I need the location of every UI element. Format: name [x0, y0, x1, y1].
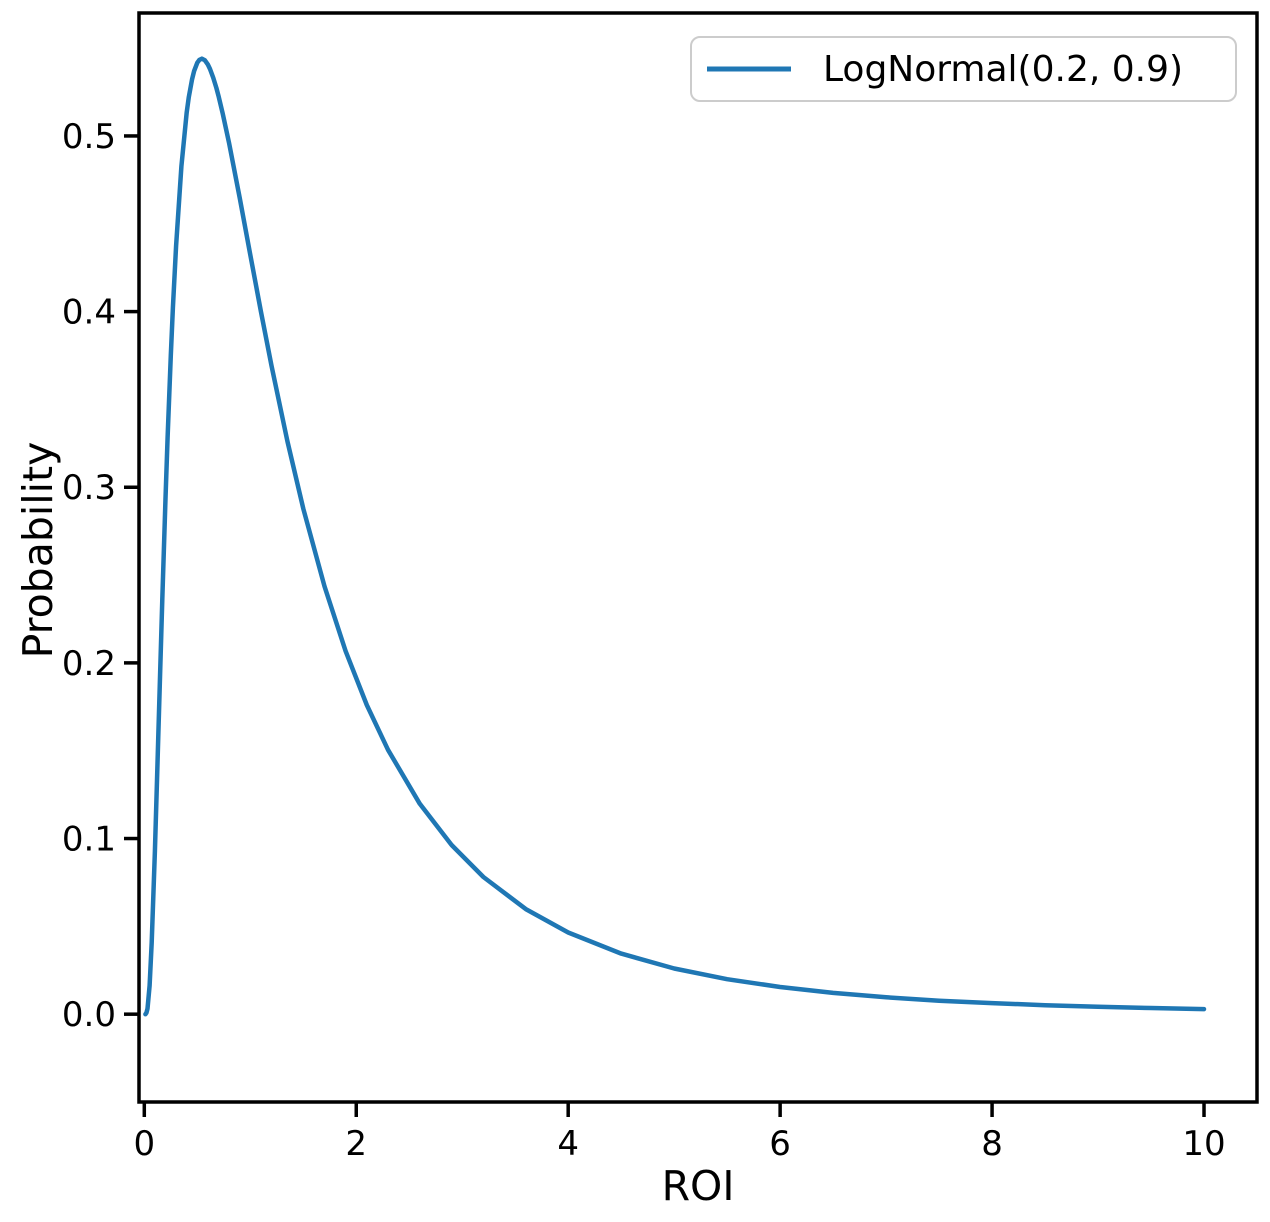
- y-tick-label: 0.2: [62, 644, 116, 684]
- legend-entry-label: LogNormal(0.2, 0.9): [823, 49, 1183, 90]
- x-tick-label: 2: [345, 1124, 367, 1164]
- legend-box: [690, 36, 1237, 102]
- x-tick-label: 0: [133, 1124, 155, 1164]
- x-tick-label: 8: [981, 1124, 1003, 1164]
- density-curve: [143, 56, 1207, 1017]
- y-tick-label: 0.3: [62, 468, 116, 508]
- x-axis: 0 2 4 6 8 10: [133, 1103, 1226, 1164]
- y-tick-label: 0.5: [62, 117, 116, 157]
- x-tick-label: 4: [557, 1124, 579, 1164]
- y-tick-label: 0.0: [62, 995, 116, 1035]
- x-tick-label: 10: [1182, 1124, 1225, 1164]
- x-axis-label: ROI: [662, 1162, 735, 1210]
- axes-frame: [137, 11, 1259, 1104]
- x-tick-label: 6: [769, 1124, 791, 1164]
- y-tick-label: 0.4: [62, 293, 116, 333]
- y-tick-label: 0.1: [62, 820, 116, 860]
- legend: LogNormal(0.2, 0.9): [690, 36, 1237, 102]
- y-axis: 0.0 0.1 0.2 0.3 0.4 0.5: [62, 117, 138, 1035]
- y-axis-label: Probability: [14, 442, 62, 659]
